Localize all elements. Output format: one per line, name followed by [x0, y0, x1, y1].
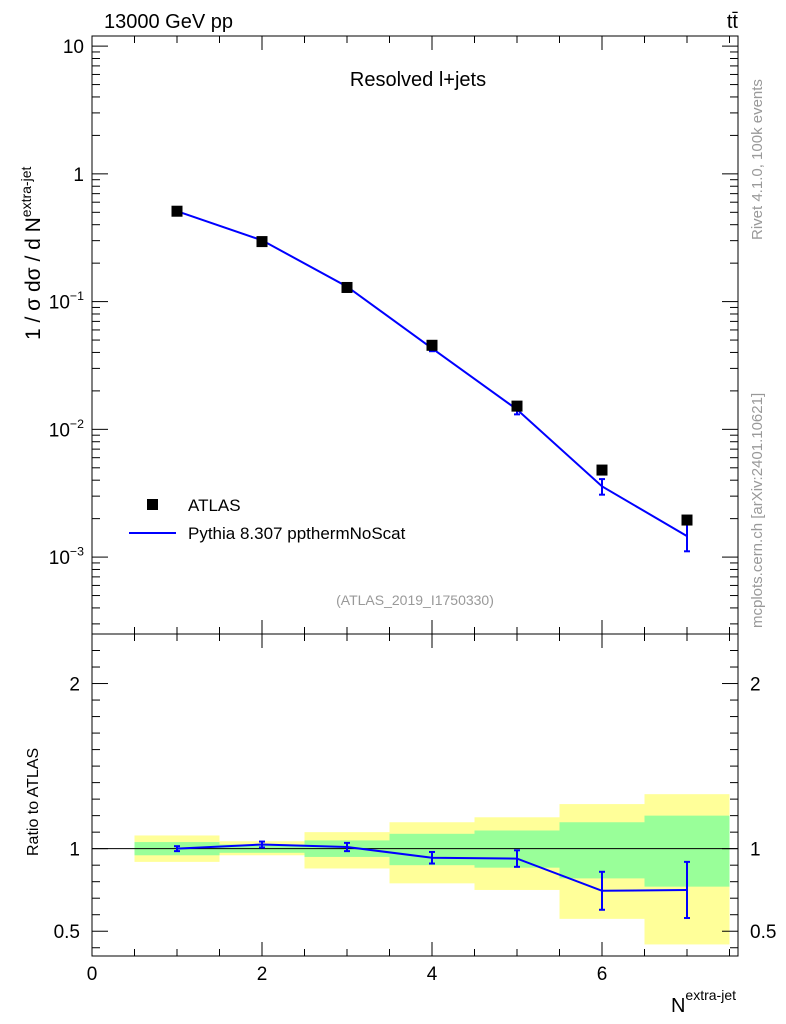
analysis-tag: (ATLAS_2019_I1750330) [336, 592, 494, 608]
ratio-y-axis-label: Ratio to ATLAS [25, 748, 42, 856]
process-label: tt̄ [727, 11, 739, 33]
ratio-y-tick-label-right: 1 [750, 840, 761, 861]
ratio-panel: 0.5 0.5 1 1 2 2 0 2 4 6 Ratio to ATLAS Nextra-je… [25, 633, 777, 1017]
ratio-bands [134, 794, 730, 945]
legend-data-marker [147, 499, 158, 510]
plot-title: Resolved l+jets [350, 69, 486, 91]
main-y-tick-label: 1 [73, 165, 84, 186]
x-tick-label: 0 [87, 964, 98, 985]
x-tick-label: 6 [597, 964, 608, 985]
legend: ATLAS Pythia 8.307 ppthermNoScat [129, 496, 406, 543]
x-tick-label: 4 [427, 964, 438, 985]
x-tick-label: 2 [257, 964, 268, 985]
data-point [596, 464, 608, 476]
data-point [426, 339, 438, 351]
legend-mc-label: Pythia 8.307 ppthermNoScat [188, 524, 406, 543]
x-axis-label: Nextra-jet [671, 987, 736, 1017]
data-point [681, 514, 693, 526]
legend-data-label: ATLAS [188, 496, 241, 515]
data-point [171, 205, 183, 217]
main-y-tick-label: 10−1 [49, 289, 84, 314]
ratio-x-tick-labels: 0 2 4 6 [87, 964, 608, 985]
ratio-band-inner [559, 822, 645, 879]
main-y-tick-label: 10−3 [49, 545, 84, 570]
energy-label: 13000 GeV pp [104, 11, 233, 33]
ratio-y-tick-label-right: 0.5 [750, 922, 776, 943]
main-y-tick-label: 10 [63, 37, 84, 58]
main-y-axis-label: 1 / σ dσ / d Nextra-jet [18, 167, 45, 340]
data-point [511, 400, 523, 412]
ratio-y-tick-label: 1 [69, 840, 80, 861]
side-label-rivet: Rivet 4.1.0, 100k events [749, 79, 766, 240]
ratio-frame [91, 633, 739, 957]
data-point [341, 281, 353, 293]
ratio-y-tick-label-right: 2 [750, 675, 761, 696]
side-label-mcplots: mcplots.cern.ch [arXiv:2401.10621] [749, 393, 766, 628]
main-y-tick-labels: 10−3 10−2 10−1 1 10 [49, 37, 84, 569]
data-point [256, 236, 268, 248]
ratio-y-tick-label: 0.5 [54, 922, 80, 943]
main-data-marks [171, 205, 693, 553]
ratio-axis-ticks [91, 633, 738, 956]
main-axis-ticks [91, 36, 738, 634]
ratio-y-tick-label: 2 [69, 675, 80, 696]
main-y-tick-label: 10−2 [49, 417, 84, 442]
mc-line [176, 210, 688, 537]
ratio-y-tick-labels: 0.5 0.5 1 1 2 2 [54, 675, 777, 944]
ratio-marks [92, 840, 738, 920]
